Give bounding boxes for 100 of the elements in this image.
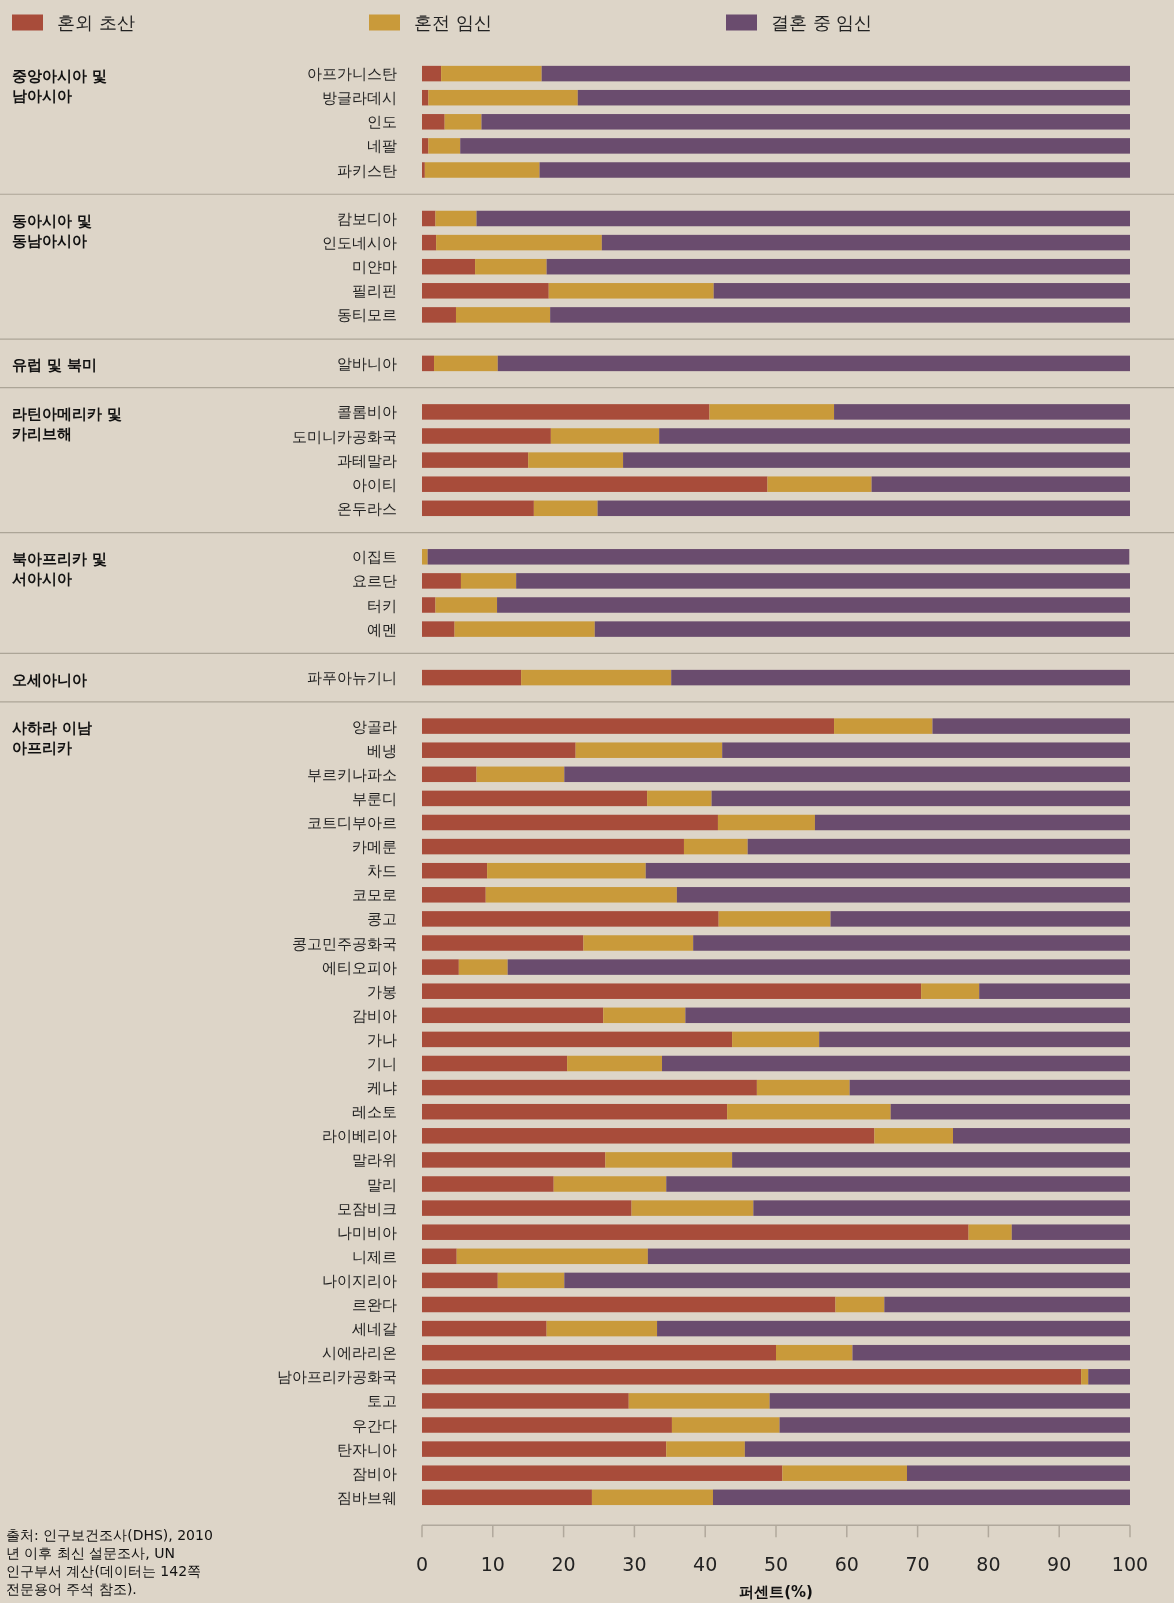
bar (460, 573, 517, 589)
bar (732, 1031, 820, 1048)
bar (693, 935, 1130, 951)
bar (422, 790, 648, 807)
bar (454, 621, 595, 637)
bar (427, 549, 1130, 565)
bar (422, 1079, 757, 1096)
bar (422, 1369, 1082, 1385)
y-tick-label: 케냐 (367, 1079, 397, 1098)
bar (849, 1079, 1130, 1096)
bar (528, 452, 624, 468)
bar (422, 138, 429, 154)
bar (779, 1417, 1130, 1433)
y-tick-label: 앙골라 (352, 717, 397, 736)
bar (657, 1320, 1130, 1337)
bar (422, 838, 684, 855)
bar (1081, 1369, 1089, 1385)
y-tick-label: 탄자니아 (337, 1440, 397, 1459)
y-tick-label: 짐바브웨 (337, 1488, 397, 1507)
bar (1011, 1224, 1130, 1240)
bar (422, 1128, 875, 1144)
bar (819, 1031, 1130, 1048)
y-tick-label: 남아프리카공화국 (277, 1368, 397, 1387)
bar (550, 307, 1130, 323)
bar (835, 1296, 885, 1313)
y-tick-label: 르완다 (352, 1296, 397, 1314)
bar (628, 1393, 770, 1409)
bar (583, 935, 694, 951)
bar (631, 1200, 754, 1216)
y-axis-title: 동아시아 및 동남아시아 (12, 211, 93, 250)
bar (776, 1344, 853, 1361)
bar (422, 1055, 568, 1072)
bar (601, 234, 1130, 251)
bar (435, 597, 498, 613)
bar (662, 1055, 1130, 1072)
bar (906, 1465, 1130, 1481)
bar (422, 258, 476, 275)
bar (422, 983, 922, 999)
bar (647, 790, 712, 807)
y-tick-label: 코모로 (352, 886, 397, 905)
bar (424, 162, 540, 178)
bar (541, 65, 1130, 82)
y-tick-label: 이집트 (352, 548, 397, 567)
bar (539, 162, 1130, 178)
x-tick-label: 10 (480, 1553, 505, 1576)
y-tick-label: 필리핀 (352, 282, 397, 301)
bar (422, 1489, 592, 1506)
y-axis-title: 사하라 이남 아프리카 (12, 719, 93, 758)
bar (591, 1489, 713, 1506)
bar (422, 1296, 836, 1313)
y-tick-label: 아이티 (352, 475, 397, 494)
bar (683, 838, 748, 855)
y-tick-label: 콩고민주공화국 (292, 934, 397, 953)
bar (548, 283, 714, 299)
bar (436, 234, 602, 251)
y-tick-label: 인도네시아 (322, 234, 397, 253)
y-tick-label: 콜롬비아 (337, 403, 397, 422)
bar (475, 258, 547, 275)
bar (497, 1272, 565, 1289)
bar (577, 89, 1130, 106)
bar (422, 911, 719, 927)
legend-label: 혼외 초산 (57, 11, 135, 33)
x-tick-label: 30 (622, 1553, 647, 1576)
bar (979, 983, 1130, 999)
bar (456, 1248, 648, 1265)
y-tick-label: 미얀마 (352, 258, 397, 277)
bar (422, 1200, 632, 1216)
bar (567, 1055, 663, 1072)
x-tick-label: 50 (763, 1553, 789, 1576)
y-tick-label: 알바니아 (337, 354, 397, 373)
bar (932, 718, 1130, 734)
y-tick-label: 캄보디아 (337, 210, 397, 228)
x-tick-label: 90 (1047, 1553, 1072, 1576)
bar (645, 862, 1130, 879)
bar (666, 1176, 1130, 1192)
y-tick-label: 요르단 (352, 572, 397, 591)
bar (422, 210, 436, 227)
bar (485, 887, 677, 903)
y-tick-label: 토고 (367, 1392, 397, 1411)
bar (422, 1320, 547, 1337)
bar (422, 1465, 783, 1481)
bar (711, 790, 1130, 807)
bar (718, 911, 831, 927)
bar (422, 1152, 606, 1168)
bar (852, 1344, 1130, 1361)
bar (422, 573, 461, 589)
bar (834, 718, 933, 734)
x-tick-label: 60 (834, 1553, 859, 1576)
bar (722, 742, 1130, 758)
bar (647, 1248, 1130, 1265)
legend-label: 혼전 임신 (414, 11, 492, 33)
bar (594, 621, 1130, 637)
y-tick-label: 네팔 (367, 137, 397, 156)
y-tick-label: 베냉 (367, 741, 397, 760)
bar (597, 500, 1130, 517)
bar (921, 983, 980, 999)
x-tick-label: 80 (976, 1553, 1001, 1576)
bar (769, 1393, 1130, 1409)
bar (422, 114, 445, 130)
bar (685, 1007, 1130, 1024)
